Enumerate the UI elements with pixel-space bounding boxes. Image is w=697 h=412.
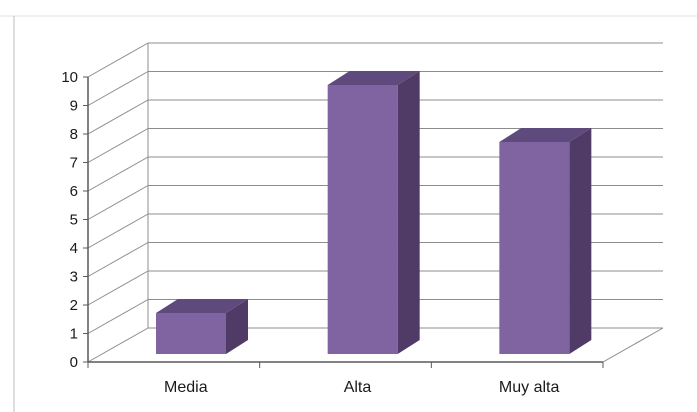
gridline-diagonal bbox=[87, 299, 149, 334]
y-tick-label: 6 bbox=[70, 183, 78, 200]
y-tick-label: 8 bbox=[70, 126, 78, 143]
bars bbox=[156, 71, 592, 354]
gridline-diagonal bbox=[87, 99, 149, 135]
gridline-diagonal bbox=[87, 270, 149, 306]
gridline-diagonal bbox=[87, 71, 149, 106]
bar-top bbox=[499, 128, 592, 142]
bar-front bbox=[156, 313, 226, 354]
y-tick-label: 7 bbox=[70, 155, 78, 172]
bar-muy-alta bbox=[499, 128, 592, 354]
outer-frame bbox=[0, 15, 697, 412]
bar-side bbox=[226, 299, 248, 354]
gridline-diagonal bbox=[87, 185, 149, 220]
gridline-diagonal bbox=[87, 242, 149, 277]
y-tick-label: 2 bbox=[70, 297, 78, 314]
x-category-label: Muy alta bbox=[499, 379, 560, 396]
gridline-diagonal bbox=[87, 156, 149, 192]
gridline-diagonal bbox=[87, 42, 149, 78]
x-category-label: Alta bbox=[344, 379, 372, 396]
bar-front bbox=[499, 142, 570, 354]
bar-media bbox=[156, 299, 248, 354]
bar-top bbox=[327, 71, 420, 85]
gridline-diagonal bbox=[87, 327, 149, 363]
y-tick-label: 4 bbox=[70, 240, 78, 257]
y-tick-label: 5 bbox=[70, 212, 78, 229]
gridline-diagonal bbox=[87, 213, 149, 249]
y-tick-label: 9 bbox=[70, 98, 78, 115]
x-axis-labels: Media Alta Muy alta bbox=[87, 362, 604, 396]
bar-side bbox=[569, 128, 592, 354]
bar-top bbox=[156, 299, 248, 313]
y-axis-ticks: 0 1 2 3 4 5 6 7 8 9 10 bbox=[61, 69, 88, 371]
y-tick-label: 3 bbox=[70, 269, 78, 286]
bar-side bbox=[397, 71, 420, 354]
x-category-label: Media bbox=[164, 379, 208, 396]
gridline-diagonal bbox=[87, 128, 149, 163]
bar-alta bbox=[327, 71, 420, 354]
y-tick-label: 1 bbox=[70, 326, 78, 343]
bar-front bbox=[327, 85, 398, 354]
y-tick-label: 0 bbox=[70, 354, 78, 371]
y-tick-label: 10 bbox=[61, 69, 78, 86]
